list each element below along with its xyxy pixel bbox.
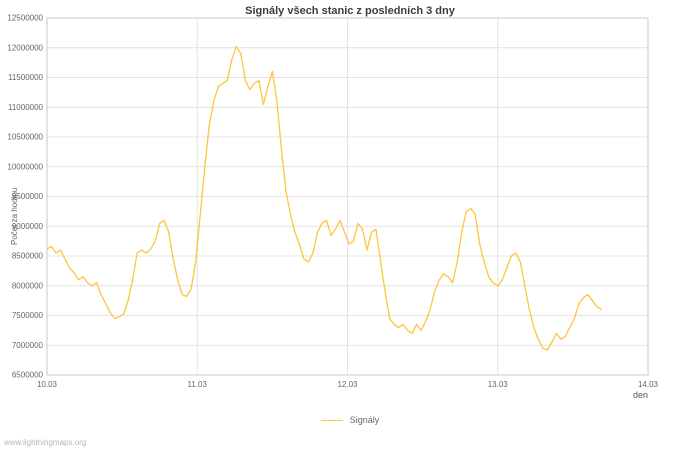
y-tick-label: 6500000 (12, 371, 44, 380)
y-tick-label: 10500000 (7, 133, 43, 142)
y-tick-label: 7500000 (12, 311, 44, 320)
x-axis-label: den (632, 390, 648, 400)
y-tick-label: 12000000 (7, 43, 43, 52)
y-tick-label: 8000000 (12, 281, 44, 290)
x-tick-label: 14.03 (638, 380, 659, 389)
x-tick-label: 10.03 (37, 380, 58, 389)
y-tick-label: 8500000 (12, 252, 44, 261)
y-tick-label: 10000000 (7, 162, 43, 171)
legend-series-label: Signály (349, 415, 380, 425)
y-tick-label: 12500000 (7, 14, 43, 23)
y-axis-label: Počet za hodinu (10, 187, 19, 245)
legend: Signály (0, 415, 700, 425)
legend-line-swatch (320, 419, 343, 421)
watermark-text: www.lightningmaps.org (4, 438, 87, 447)
x-tick-label: 11.03 (188, 380, 208, 389)
y-tick-label: 9000000 (12, 222, 44, 231)
plot-frame (46, 17, 649, 376)
y-tick-label: 11000000 (8, 103, 44, 112)
x-tick-label: 12.03 (337, 380, 358, 389)
y-tick-label: 11500000 (8, 73, 44, 82)
chart-title: Signály všech stanic z posledních 3 dny (245, 5, 455, 17)
y-tick-label: 7000000 (12, 341, 44, 350)
x-tick-label: 13.03 (488, 380, 509, 389)
y-tick-label: 9500000 (12, 192, 44, 201)
signals-line-series (46, 45, 603, 351)
